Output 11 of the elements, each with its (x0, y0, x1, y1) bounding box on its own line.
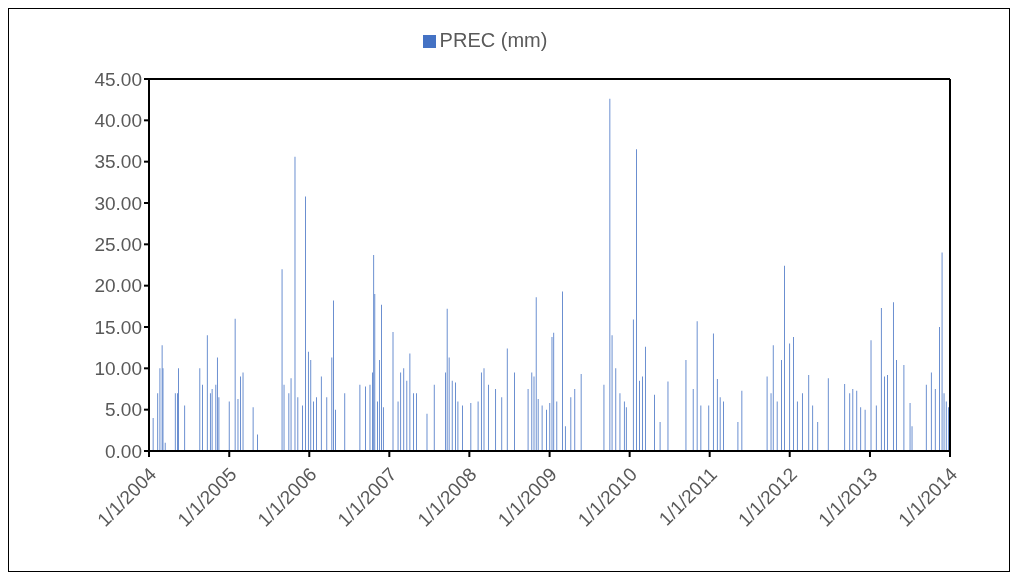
y-tick-label: 30.00 (94, 192, 142, 214)
y-tick-label: 40.00 (94, 110, 142, 132)
y-tick-label: 10.00 (94, 358, 142, 380)
y-tick-label: 5.00 (105, 399, 142, 421)
y-tick-label: 0.00 (105, 440, 142, 462)
y-tick-label: 25.00 (94, 234, 142, 256)
y-tick-label: 35.00 (94, 151, 142, 173)
y-tick-label: 15.00 (94, 316, 142, 338)
y-tick-label: 20.00 (94, 275, 142, 297)
legend-label: PREC (mm) (439, 29, 548, 51)
y-tick-label: 45.00 (94, 68, 142, 90)
